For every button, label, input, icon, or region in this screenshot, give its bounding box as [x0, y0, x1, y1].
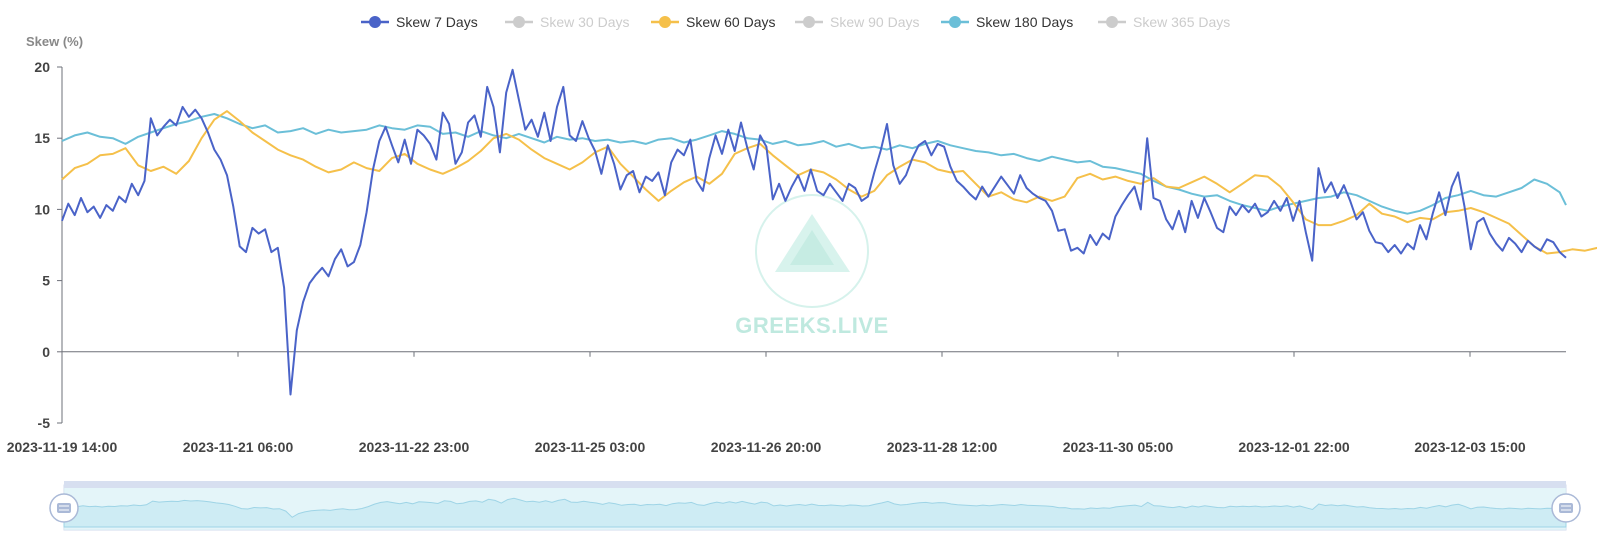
x-tick-label: 2023-11-21 06:00	[183, 439, 294, 455]
legend-marker-icon	[803, 16, 815, 28]
zoom-slider-left-handle[interactable]	[49, 493, 79, 523]
legend-label: Skew 7 Days	[396, 14, 478, 30]
x-tick-label: 2023-11-25 03:00	[535, 439, 646, 455]
x-tick-label: 2023-11-28 12:00	[887, 439, 998, 455]
zoom-slider-right-handle[interactable]	[1551, 493, 1581, 523]
legend-marker-icon	[513, 16, 525, 28]
x-tick-label: 2023-12-01 22:00	[1238, 439, 1350, 455]
legend-item-skew-7-days[interactable]: Skew 7 Days	[361, 14, 478, 30]
x-tick-label: 2023-11-26 20:00	[711, 439, 822, 455]
zoom-slider[interactable]	[49, 481, 1581, 531]
y-axis-title: Skew (%)	[26, 34, 83, 49]
y-tick-label: 5	[42, 273, 50, 289]
watermark-logo-icon	[755, 194, 869, 308]
legend: Skew 7 Days Skew 30 Days Skew 60 Days Skew …	[361, 14, 1230, 30]
series-line-skew-7-days	[61, 68, 1567, 396]
legend-item-skew-180-days[interactable]: Skew 180 Days	[941, 14, 1073, 30]
legend-marker-icon	[1106, 16, 1118, 28]
legend-marker-icon	[659, 16, 671, 28]
watermark-text: GREEKS.LIVE	[735, 313, 888, 338]
x-axis: 2023-11-19 14:00 2023-11-21 06:00 2023-11-…	[7, 351, 1566, 455]
y-tick-label: 20	[34, 59, 50, 75]
legend-item-skew-365-days[interactable]: Skew 365 Days	[1098, 14, 1230, 30]
legend-label: Skew 60 Days	[686, 14, 775, 30]
series-group	[61, 68, 1597, 396]
x-tick-label: 2023-11-30 05:00	[1063, 439, 1174, 455]
y-tick-label: 0	[42, 344, 50, 360]
watermark-triangle-inner-icon	[790, 230, 834, 265]
x-tick-label: 2023-11-19 14:00	[7, 439, 118, 455]
zoom-slider-preview-line	[63, 497, 1567, 528]
y-tick-label: 10	[34, 201, 50, 217]
y-tick-label: -5	[38, 415, 51, 431]
legend-item-skew-30-days[interactable]: Skew 30 Days	[505, 14, 629, 30]
legend-marker-icon	[949, 16, 961, 28]
x-tick-label: 2023-11-22 23:00	[359, 439, 470, 455]
series-line-skew-180-days	[61, 113, 1567, 215]
zoom-slider-top-bar[interactable]	[64, 481, 1566, 488]
legend-item-skew-90-days[interactable]: Skew 90 Days	[795, 14, 919, 30]
greeks-live-watermark: GREEKS.LIVE	[735, 194, 888, 338]
legend-label: Skew 30 Days	[540, 14, 629, 30]
y-tick-label: 15	[34, 130, 50, 146]
legend-label: Skew 365 Days	[1133, 14, 1230, 30]
legend-marker-icon	[369, 16, 381, 28]
y-axis: -5 0 5 10 15 20	[34, 59, 63, 431]
x-tick-label: 2023-12-03 15:00	[1414, 439, 1526, 455]
legend-label: Skew 90 Days	[830, 14, 919, 30]
series-line-skew-60-days	[61, 110, 1597, 255]
legend-item-skew-60-days[interactable]: Skew 60 Days	[651, 14, 775, 30]
legend-label: Skew 180 Days	[976, 14, 1073, 30]
